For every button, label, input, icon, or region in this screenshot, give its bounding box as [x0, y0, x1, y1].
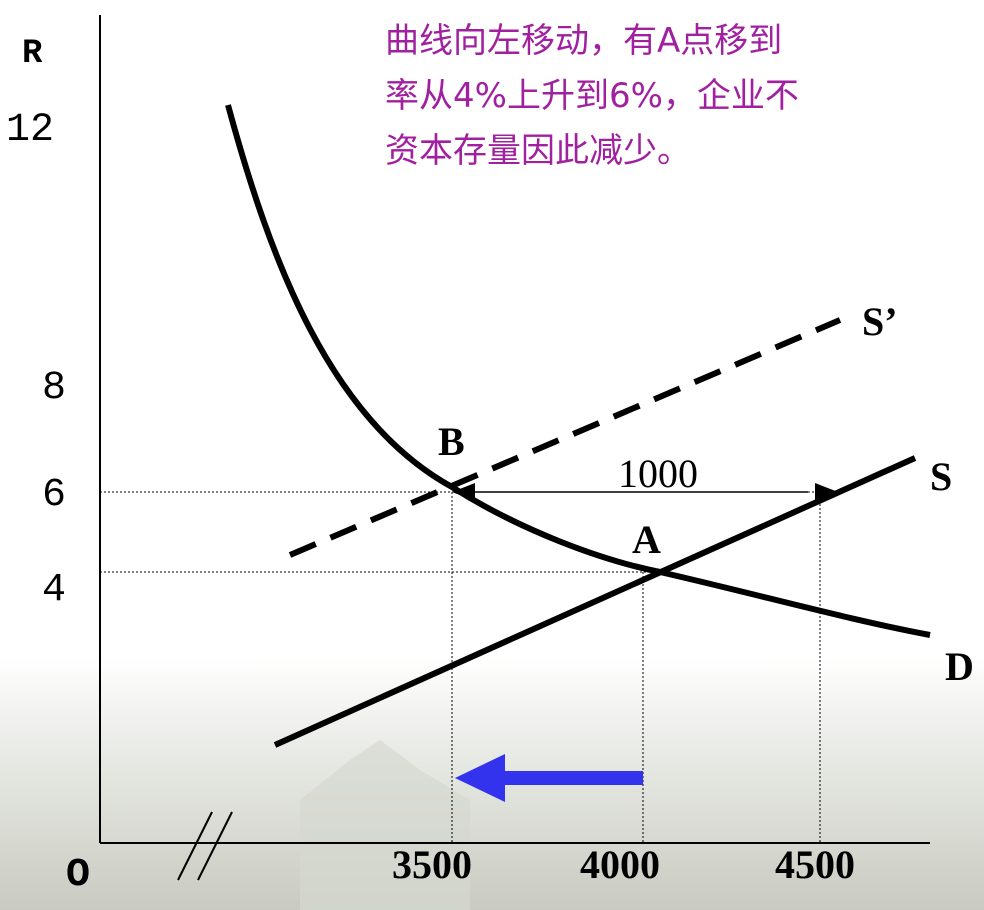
caption-line: 曲线向左移动，有A点移到: [385, 21, 782, 61]
origin-label: O: [66, 853, 90, 898]
x-tick-label: 4500: [775, 842, 855, 887]
y-tick-label: 6: [42, 473, 66, 518]
x-tick-label: 3500: [392, 842, 472, 887]
caption-line: 率从4%上升到6%，企业不: [385, 76, 799, 116]
caption-line: 资本存量因此减少。: [385, 131, 691, 171]
y-tick-label: 4: [42, 568, 66, 613]
gap-arrowhead: [452, 483, 475, 501]
shift-arrowhead: [455, 754, 505, 802]
curve-label: S: [930, 454, 952, 499]
gap-label: 1000: [618, 451, 698, 496]
axis-break: [197, 811, 233, 881]
x-tick-label: 4000: [580, 842, 660, 887]
axis-break: [177, 811, 213, 881]
background-building: [300, 740, 470, 910]
supply-curve: [273, 455, 917, 748]
point-label: B: [438, 419, 465, 464]
y-axis-label: R: [22, 35, 43, 73]
point-label: A: [632, 517, 661, 562]
curve-label: S’: [862, 299, 898, 344]
demand-curve: [225, 104, 931, 638]
gap-arrowhead: [815, 483, 838, 501]
y-tick-label: 12: [6, 108, 54, 153]
y-tick-label: 8: [42, 366, 66, 411]
curve-label: D: [945, 644, 974, 689]
supply-new-curve: [288, 317, 842, 558]
